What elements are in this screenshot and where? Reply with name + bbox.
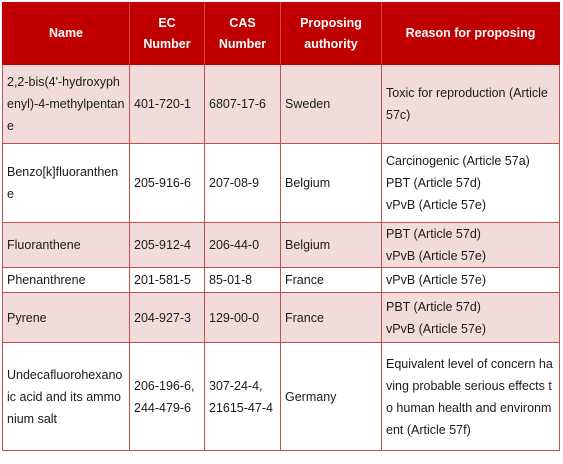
cell-reason-for-proposing: PBT (Article 57d) vPvB (Article 57e) bbox=[381, 292, 560, 343]
cell-line: 307-24-4, bbox=[209, 378, 263, 393]
cell-reason-for-proposing: PBT (Article 57d) vPvB (Article 57e) bbox=[381, 222, 560, 268]
cell-ec-number: 206-196-6, 244-479-6 bbox=[129, 342, 205, 451]
cell-line: 201-581-5 bbox=[134, 273, 191, 287]
cell-line: vPvB (Article 57e) bbox=[386, 198, 487, 212]
table-row: Undecafluorohexanoic acid and its ammoni… bbox=[2, 342, 560, 451]
table-row: 2,2-bis(4'-hydroxyphenyl)-4-methylpentan… bbox=[2, 64, 560, 144]
cell-line: 85-01-8 bbox=[209, 273, 253, 287]
cell-cas-number: 207-08-9 bbox=[204, 143, 281, 223]
table-header-row: Name EC Number CAS Number Proposing auth… bbox=[2, 2, 560, 65]
cell-reason-for-proposing: Equivalent level of concern having proba… bbox=[381, 342, 560, 451]
cell-reason-for-proposing: Toxic for reproduction (Article 57c) bbox=[381, 64, 560, 144]
cell-cas-number: 129-00-0 bbox=[204, 292, 281, 343]
cell-line: Equivalent level of concern having proba… bbox=[386, 356, 553, 437]
cell-line: vPvB (Article 57e) bbox=[386, 321, 487, 336]
cell-line: 244-479-6 bbox=[134, 400, 191, 415]
cell-name: 2,2-bis(4'-hydroxyphenyl)-4-methylpentan… bbox=[2, 64, 130, 144]
cell-line: PBT (Article 57d) bbox=[386, 176, 481, 190]
cell-cas-number: 6807-17-6 bbox=[204, 64, 281, 144]
cell-line: 129-00-0 bbox=[209, 310, 260, 325]
cell-line: 6807-17-6 bbox=[209, 97, 266, 111]
cell-proposing-authority: Sweden bbox=[280, 64, 382, 144]
cell-ec-number: 201-581-5 bbox=[129, 267, 205, 293]
cell-ec-number: 205-916-6 bbox=[129, 143, 205, 223]
cell-proposing-authority: France bbox=[280, 267, 382, 293]
cell-name: Fluoranthene bbox=[2, 222, 130, 268]
cell-name: Phenanthrene bbox=[2, 267, 130, 293]
cell-proposing-authority: Belgium bbox=[280, 143, 382, 223]
header-name: Name bbox=[2, 2, 130, 65]
cell-ec-number: 401-720-1 bbox=[129, 64, 205, 144]
cell-line: 206-196-6, bbox=[134, 378, 195, 393]
cell-ec-number: 205-912-4 bbox=[129, 222, 205, 268]
cell-line: 204-927-3 bbox=[134, 310, 191, 325]
cell-cas-number: 206-44-0 bbox=[204, 222, 281, 268]
cell-name: Benzo[k]fluoranthene bbox=[2, 143, 130, 223]
cell-line: 21615-47-4 bbox=[209, 400, 273, 415]
cell-line: 207-08-9 bbox=[209, 176, 260, 190]
table-row: Benzo[k]fluoranthene 205-916-6 207-08-9 Bel… bbox=[2, 143, 560, 223]
cell-line: 205-916-6 bbox=[134, 176, 191, 190]
table-row: Pyrene 204-927-3 129-00-0 France PBT (Articl… bbox=[2, 292, 560, 343]
cell-cas-number: 307-24-4, 21615-47-4 bbox=[204, 342, 281, 451]
cell-line: 206-44-0 bbox=[209, 238, 260, 252]
cell-name: Pyrene bbox=[2, 292, 130, 343]
table-row: Fluoranthene 205-912-4 206-44-0 Belgium PBT … bbox=[2, 222, 560, 268]
cell-line: PBT (Article 57d) bbox=[386, 299, 481, 314]
cell-line: 401-720-1 bbox=[134, 97, 191, 111]
svhc-table-container: Name EC Number CAS Number Proposing auth… bbox=[2, 2, 560, 451]
cell-proposing-authority: Germany bbox=[280, 342, 382, 451]
cell-line: Toxic for reproduction (Article 57c) bbox=[386, 86, 548, 122]
table-row: Phenanthrene 201-581-5 85-01-8 France vPvB (… bbox=[2, 267, 560, 293]
cell-name: Undecafluorohexanoic acid and its ammoni… bbox=[2, 342, 130, 451]
cell-line: vPvB (Article 57e) bbox=[386, 273, 487, 287]
header-cas-number: CAS Number bbox=[204, 2, 281, 65]
cell-line: PBT (Article 57d) bbox=[386, 227, 481, 241]
cell-proposing-authority: France bbox=[280, 292, 382, 343]
cell-ec-number: 204-927-3 bbox=[129, 292, 205, 343]
svhc-proposal-table: Name EC Number CAS Number Proposing auth… bbox=[2, 2, 560, 451]
header-reason-for-proposing: Reason for proposing bbox=[381, 2, 560, 65]
header-proposing-authority: Proposing authority bbox=[280, 2, 382, 65]
cell-line: vPvB (Article 57e) bbox=[386, 249, 487, 263]
cell-line: 205-912-4 bbox=[134, 238, 191, 252]
cell-cas-number: 85-01-8 bbox=[204, 267, 281, 293]
cell-reason-for-proposing: vPvB (Article 57e) bbox=[381, 267, 560, 293]
cell-reason-for-proposing: Carcinogenic (Article 57a) PBT (Article 5… bbox=[381, 143, 560, 223]
cell-line: Carcinogenic (Article 57a) bbox=[386, 154, 530, 168]
cell-proposing-authority: Belgium bbox=[280, 222, 382, 268]
header-ec-number: EC Number bbox=[129, 2, 205, 65]
